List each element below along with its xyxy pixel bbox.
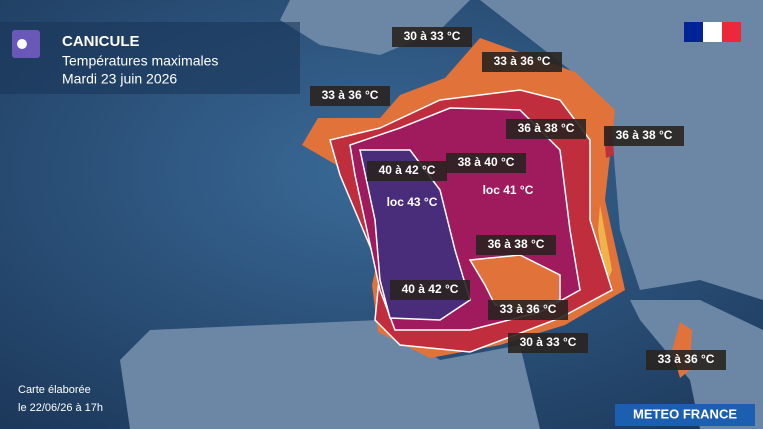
label-box (310, 86, 390, 106)
zone-label: 30 à 33 °C (404, 29, 461, 43)
label-box (604, 126, 684, 146)
label-box (646, 350, 726, 370)
zone-label: 36 à 38 °C (488, 237, 545, 251)
brand-box (615, 404, 755, 426)
zone-label: loc 43 °C (387, 195, 438, 209)
zone-label: 33 à 36 °C (658, 352, 715, 366)
zone-label: 33 à 36 °C (494, 54, 551, 68)
footer-line: le 22/06/26 à 17h (18, 402, 103, 414)
label-box (446, 153, 526, 173)
zone-label: 30 à 33 °C (520, 335, 577, 349)
label-box (488, 300, 568, 320)
zone-label: 36 à 38 °C (616, 128, 673, 142)
sun (17, 39, 27, 49)
zone-label: 40 à 42 °C (379, 163, 436, 177)
zone-label: 33 à 36 °C (500, 302, 557, 316)
zone-label: 36 à 38 °C (518, 121, 575, 135)
subtitle: Températures maximales (62, 53, 218, 69)
labels: 30 à 33 °C 33 à 36 °C 33 à 36 °C 36 à 38 °C… (310, 27, 726, 370)
footer-line: Carte élaborée (18, 384, 91, 396)
date: Mardi 23 juin 2026 (62, 71, 177, 87)
label-box (390, 280, 470, 300)
zone-label: 38 à 40 °C (458, 155, 515, 169)
brand: METEO FRANCE (633, 406, 737, 421)
zone-label: loc 41 °C (483, 183, 534, 197)
neighbours (120, 0, 763, 429)
label-box (508, 333, 588, 353)
label-box (476, 235, 556, 255)
flag (684, 22, 741, 42)
zone-label: 33 à 36 °C (322, 88, 379, 102)
zone-label: 40 à 42 °C (402, 282, 459, 296)
label-box (367, 161, 447, 181)
label-box (392, 27, 472, 47)
label-box (482, 52, 562, 72)
header-panel (0, 22, 300, 94)
title: CANICULE (62, 33, 140, 50)
label-box (506, 119, 586, 139)
